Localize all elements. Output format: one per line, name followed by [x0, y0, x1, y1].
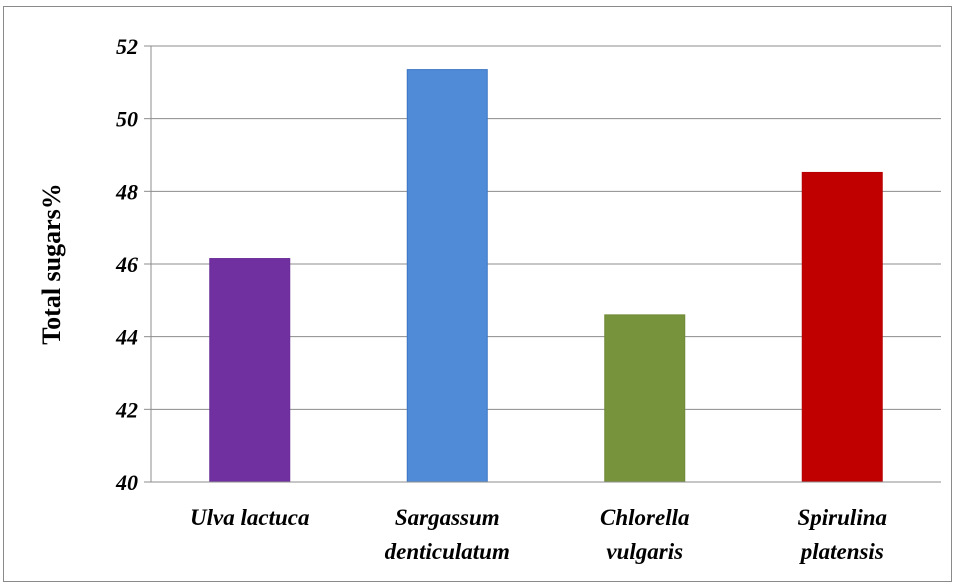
bar-sargassum-denticulatum: [406, 69, 488, 483]
x-category-label-line: Ulva lactuca: [190, 505, 309, 530]
chart-frame: 40 42 44 46 48 50 52 Ulva lactuca Sargassum dent…: [3, 6, 952, 582]
y-tick-label: 46: [115, 252, 138, 277]
bar-chlorella-vulgaris: [604, 314, 686, 483]
x-category-label-line: Spirulina: [798, 505, 888, 530]
bars: [209, 69, 883, 483]
x-category-label: Sargassum denticulatum: [385, 505, 510, 564]
x-category-label-line: Chlorella: [600, 505, 689, 530]
bar-chart: 40 42 44 46 48 50 52 Ulva lactuca Sargassum dent…: [37, 34, 941, 564]
bar-ulva-lactuca: [209, 258, 291, 483]
y-axis-title: Total sugars%: [37, 183, 66, 345]
x-category-labels: Ulva lactuca Sargassum denticulatum Chlorel…: [190, 505, 887, 564]
y-tick-label: 48: [115, 179, 138, 204]
y-tick-labels: 40 42 44 46 48 50 52: [115, 34, 138, 495]
x-category-label: Chlorella vulgaris: [600, 505, 689, 564]
y-tick-label: 44: [115, 325, 138, 350]
y-tick-label: 52: [116, 34, 138, 59]
y-tick-label: 42: [115, 397, 138, 422]
y-tick-label: 50: [116, 107, 138, 132]
bar-spirulina-platensis: [801, 171, 883, 483]
x-category-label-line: platensis: [799, 539, 884, 564]
axes: [144, 45, 941, 483]
x-category-label: Spirulina platensis: [798, 505, 888, 564]
y-tick-label: 40: [115, 470, 138, 495]
x-category-label-line: vulgaris: [606, 539, 683, 564]
x-category-label: Ulva lactuca: [190, 505, 309, 530]
x-category-label-line: denticulatum: [385, 539, 510, 564]
x-category-label-line: Sargassum: [395, 505, 500, 530]
